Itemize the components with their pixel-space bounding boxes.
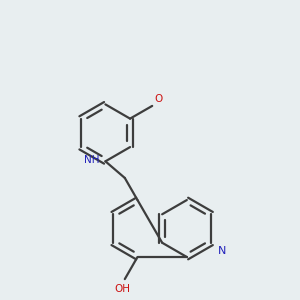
Text: N: N <box>218 246 226 256</box>
Text: OH: OH <box>114 284 130 294</box>
Text: NH: NH <box>83 155 99 165</box>
Text: O: O <box>154 94 162 104</box>
